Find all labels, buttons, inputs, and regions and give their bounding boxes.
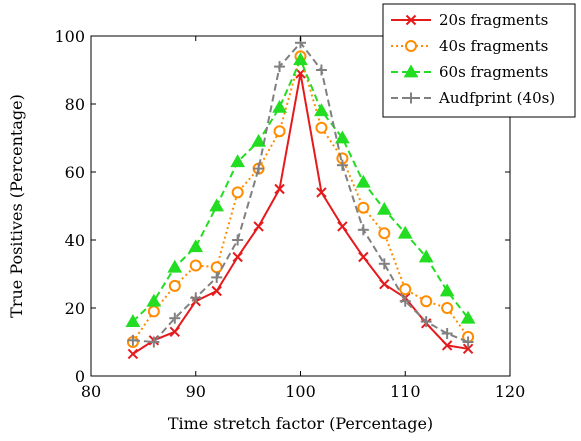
data-point — [399, 295, 411, 307]
data-point — [190, 292, 202, 304]
data-point — [125, 314, 141, 327]
y-tick-label: 20 — [65, 299, 85, 318]
data-point — [127, 334, 139, 346]
legend-item: 60s fragments — [391, 63, 548, 81]
data-point — [405, 92, 417, 104]
y-tick-label: 60 — [65, 163, 85, 182]
data-point — [337, 221, 348, 232]
data-point — [378, 227, 391, 240]
data-point — [397, 225, 413, 239]
data-point — [315, 121, 328, 134]
data-point — [357, 201, 370, 214]
data-point — [168, 279, 181, 292]
legend-label: 40s fragments — [439, 37, 548, 55]
data-point — [462, 343, 474, 355]
axes-layer: 80 90 100 110 120 0 20 40 60 80 100 — [54, 27, 525, 401]
x-tick-label: 100 — [285, 382, 316, 401]
data-point — [355, 174, 371, 188]
data-point — [127, 348, 139, 360]
data-point — [441, 340, 453, 351]
legend-item: 20s fragments — [391, 11, 548, 29]
data-point — [336, 159, 348, 171]
data-point — [189, 259, 202, 272]
y-tick-label: 0 — [75, 367, 85, 386]
legend: 20s fragments 40s fragments 60s fragments A… — [382, 3, 576, 118]
x-tick-label: 90 — [186, 382, 206, 401]
data-point — [274, 61, 286, 73]
data-point — [188, 239, 204, 253]
series-layer — [125, 37, 476, 360]
data-point — [335, 130, 350, 144]
data-point — [376, 201, 392, 215]
data-point — [209, 198, 225, 212]
data-point — [274, 183, 285, 195]
data-point — [420, 295, 433, 308]
y-tick-label: 40 — [65, 231, 85, 250]
data-point — [399, 283, 412, 296]
data-point — [378, 258, 390, 270]
data-point — [357, 224, 369, 236]
x-tick-label: 110 — [390, 382, 421, 401]
series-1 — [126, 50, 475, 348]
y-axis-label: True Positives (Percentage) — [7, 94, 26, 318]
data-point — [231, 186, 244, 199]
data-point — [316, 187, 327, 198]
data-point — [273, 125, 286, 138]
data-point — [358, 251, 369, 263]
data-point — [439, 283, 455, 297]
series-2 — [125, 52, 476, 327]
x-tick-label: 80 — [81, 382, 101, 401]
data-point — [314, 103, 329, 117]
data-point — [253, 163, 265, 175]
legend-label: Audfprint (40s) — [438, 89, 555, 107]
legend-item: 40s fragments — [391, 37, 548, 55]
series-0 — [127, 68, 474, 360]
data-point — [169, 312, 181, 324]
x-axis-label: Time stretch factor (Percentage) — [168, 414, 433, 433]
data-point — [315, 64, 327, 76]
data-point — [405, 40, 417, 52]
data-point — [293, 52, 308, 66]
data-point — [420, 316, 432, 328]
legend-label: 60s fragments — [439, 63, 548, 81]
legend-label: 20s fragments — [439, 11, 548, 29]
data-point — [232, 251, 243, 263]
data-point — [147, 305, 160, 318]
data-point — [146, 293, 162, 307]
y-tick-label: 100 — [54, 27, 85, 46]
data-point — [418, 249, 434, 263]
data-point — [230, 154, 246, 168]
data-point — [148, 336, 160, 348]
data-point — [441, 302, 454, 314]
legend-item: Audfprint (40s) — [391, 89, 555, 107]
data-point — [211, 285, 222, 297]
data-point — [460, 310, 476, 324]
data-point — [167, 259, 183, 273]
data-point — [232, 234, 244, 246]
data-point — [211, 271, 223, 283]
data-point — [210, 261, 223, 274]
data-point — [169, 326, 181, 338]
data-point — [462, 336, 474, 348]
y-tick-label: 80 — [65, 95, 85, 114]
data-point — [379, 278, 390, 290]
data-point — [251, 133, 266, 147]
data-point — [441, 328, 453, 339]
data-point — [403, 64, 419, 78]
x-tick-label: 120 — [495, 382, 526, 401]
data-point — [405, 14, 417, 26]
data-point — [253, 221, 264, 232]
series-3 — [127, 37, 474, 348]
data-point — [272, 99, 287, 113]
